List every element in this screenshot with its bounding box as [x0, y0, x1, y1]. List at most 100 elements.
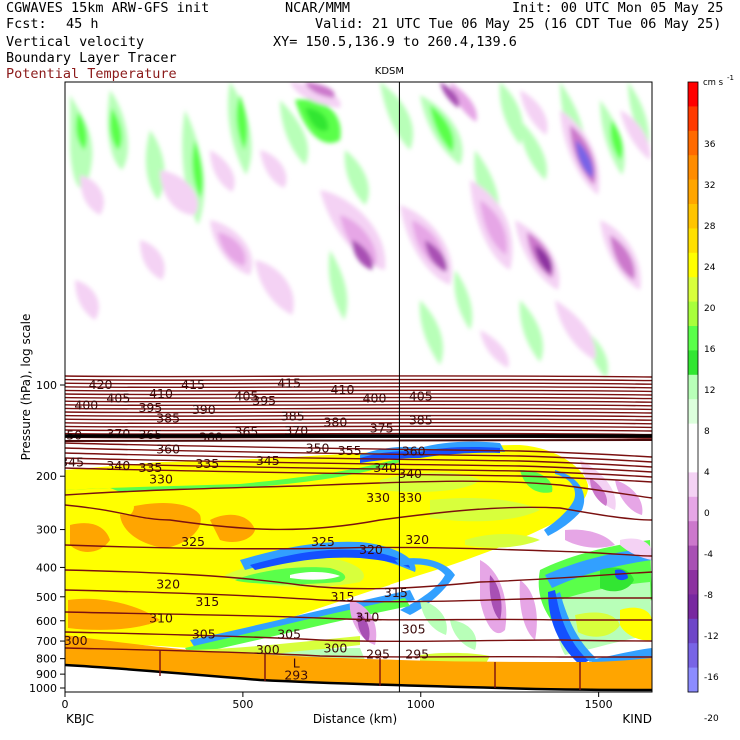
theta-label: 345	[60, 454, 84, 469]
theta-label: 410	[331, 382, 355, 397]
colorbar-unit: cm s	[703, 78, 724, 88]
y-tick-label: 1000	[29, 682, 57, 695]
colorbar-swatch	[688, 350, 698, 376]
colorbar-swatch	[688, 594, 698, 620]
theta-label: 340	[398, 466, 422, 481]
colorbar-label: -20	[704, 714, 719, 724]
theta-label: 315	[331, 589, 355, 604]
y-tick-label: 300	[36, 524, 57, 537]
theta-label: 295	[405, 646, 429, 661]
y-tick-label: 700	[36, 635, 57, 648]
theta-label: 410	[149, 386, 173, 401]
theta-contour	[65, 462, 652, 478]
theta-label: 405	[106, 391, 130, 406]
theta-label: 293	[284, 668, 308, 683]
theta-contour	[65, 504, 652, 531]
theta-contour	[65, 389, 652, 393]
y-tick-label: 200	[36, 470, 57, 483]
theta-label: 325	[311, 534, 335, 549]
y-tick-label: 900	[36, 668, 57, 681]
theta-label: 310	[149, 611, 173, 626]
theta-contour	[65, 393, 652, 396]
colorbar-swatch	[688, 301, 698, 327]
theta-contour	[65, 414, 652, 418]
colorbar-swatch	[688, 179, 698, 205]
theta-label: 300	[323, 640, 347, 655]
theta-label: 420	[89, 377, 113, 392]
x-axis-label: Distance (km)	[313, 712, 397, 726]
x-axis: 0 500 1000 1500	[62, 692, 613, 711]
theta-label: 335	[195, 456, 219, 471]
theta-contour	[65, 457, 652, 473]
colorbar-label: -8	[704, 591, 713, 601]
field-vertical-velocity: Vertical velocity	[6, 34, 145, 50]
theta-label: 370	[106, 426, 130, 441]
y-tick-label: 100	[36, 379, 57, 392]
y-tick-label: 500	[36, 591, 57, 604]
theta-label: 400	[74, 398, 98, 413]
theta-contour	[65, 411, 652, 414]
theta-label: 310	[355, 609, 379, 624]
forecast-value: 45 h	[66, 16, 99, 32]
colorbar-swatch	[688, 643, 698, 669]
theta-label: 330	[398, 490, 422, 505]
theta-contour	[65, 442, 652, 458]
model-title: CGWAVES 15km ARW-GFS init	[6, 0, 210, 16]
colorbar-swatch	[688, 448, 698, 473]
right-station-label: KIND	[622, 712, 652, 726]
theta-label: 315	[195, 594, 219, 609]
theta-label: 360	[156, 441, 180, 456]
theta-contour	[65, 544, 652, 557]
theta-contour	[65, 480, 652, 499]
theta-label: 340	[106, 458, 130, 473]
colorbar-label: 32	[704, 181, 715, 191]
theta-contour	[65, 589, 652, 603]
theta-label: 315	[384, 585, 408, 600]
theta-label: 330	[149, 471, 173, 486]
x-tick-label: 1000	[407, 698, 435, 711]
theta-contour	[65, 467, 652, 483]
colorbar-swatch	[688, 82, 698, 107]
theta-contours	[65, 375, 652, 658]
theta-contour	[65, 429, 652, 432]
init-time: Init: 00 UTC Mon 05 May 25	[512, 0, 724, 16]
terrain-band	[65, 635, 652, 692]
colorbar-swatch	[688, 667, 698, 693]
theta-label: 300	[256, 642, 280, 657]
theta-label: 380	[323, 415, 347, 430]
theta-label: 405	[235, 388, 259, 403]
theta-contour	[65, 403, 652, 407]
colorbar-swatch	[688, 204, 698, 229]
colorbar-swatch	[688, 521, 698, 547]
colorbar-label: 16	[704, 345, 716, 355]
theta-label: 305	[402, 621, 426, 636]
theta-contour	[65, 647, 652, 658]
theta-label: 360	[402, 444, 426, 459]
colorbar-label: 12	[704, 386, 715, 396]
colorbar-swatch	[688, 277, 698, 303]
colorbar-frame	[687, 81, 699, 693]
organization: NCAR/MMM	[285, 0, 351, 16]
tropopause-line-secondary	[65, 439, 652, 442]
cross-section-coordinates: XY= 150.5,136.9 to 260.4,139.6	[273, 34, 517, 50]
colorbar-swatch	[688, 326, 698, 351]
theta-label: 400	[363, 391, 387, 406]
theta-label: 385	[409, 413, 433, 428]
theta-label: 320	[359, 542, 383, 557]
x-tick-label: 1500	[585, 698, 613, 711]
theta-label: 395	[138, 400, 162, 415]
plot-frame	[64, 81, 653, 693]
theta-contour	[65, 452, 652, 468]
marker-station-label: KDSM	[375, 66, 404, 77]
theta-label: 335	[138, 460, 162, 475]
theta-label: 340	[373, 460, 397, 475]
colorbar-swatch	[688, 423, 698, 449]
theta-label: L	[293, 655, 300, 670]
theta-contour	[65, 569, 652, 590]
theta-contour	[65, 385, 652, 389]
theta-label: 415	[181, 377, 205, 392]
theta-label: 385	[156, 411, 180, 426]
colorbar-label: 0	[704, 509, 710, 519]
